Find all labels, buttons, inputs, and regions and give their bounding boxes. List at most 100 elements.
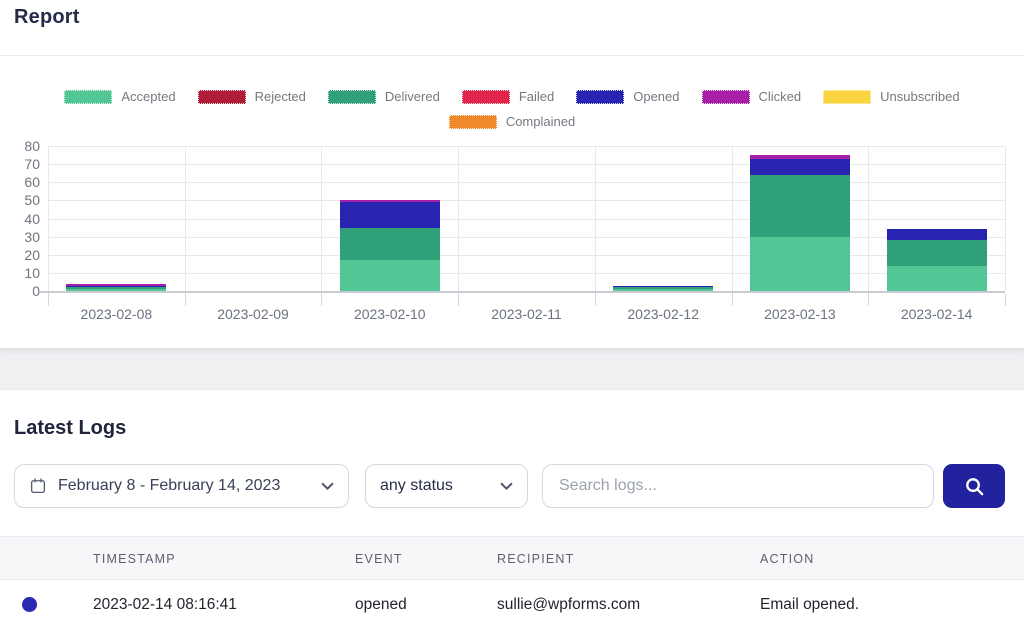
legend-label: Opened <box>633 89 680 104</box>
grid-line <box>48 182 1005 184</box>
legend-label: Accepted <box>121 89 176 104</box>
legend-label: Complained <box>505 114 576 129</box>
legend-swatch-icon <box>461 89 510 104</box>
legend-swatch-icon <box>701 89 750 104</box>
y-axis-label: 70 <box>24 156 40 173</box>
grid-line <box>48 254 1005 256</box>
x-axis-label: 2023-02-12 <box>627 306 699 322</box>
bar-segment-opened[interactable] <box>749 158 850 175</box>
search-input[interactable] <box>542 464 934 508</box>
y-axis-label: 50 <box>24 192 40 209</box>
legend-label: Delivered <box>384 89 440 104</box>
bar-segment-delivered[interactable] <box>613 287 714 290</box>
bar-segment-clicked[interactable] <box>749 155 850 159</box>
legend-item-rejected[interactable]: Rejected <box>197 89 306 104</box>
grid-line <box>458 146 460 291</box>
y-axis-label: 10 <box>24 264 40 281</box>
calendar-icon <box>29 477 47 495</box>
log-event: opened <box>355 596 407 613</box>
legend-item-complained[interactable]: Complained <box>448 114 576 129</box>
log-row[interactable]: 2023-02-14 08:16:41 opened sullie@wpform… <box>0 581 1024 629</box>
legend-swatch-icon <box>197 89 246 104</box>
legend-item-accepted[interactable]: Accepted <box>64 89 176 104</box>
chart-legend-row-2: Complained <box>0 114 1024 129</box>
legend-swatch-icon <box>64 89 113 104</box>
legend-label: Rejected <box>254 89 306 104</box>
grid-line <box>321 146 323 291</box>
grid-line <box>1005 146 1006 291</box>
status-filter-select[interactable]: any status <box>365 464 528 508</box>
x-axis-label: 2023-02-10 <box>353 306 426 322</box>
legend-item-clicked[interactable]: Clicked <box>701 89 802 104</box>
grid-line <box>48 272 1005 274</box>
y-axis-label: 30 <box>24 228 40 245</box>
bar-segment-accepted[interactable] <box>66 289 167 291</box>
bar-segment-clicked[interactable] <box>66 283 167 286</box>
legend-label: Unsubscribed <box>880 89 960 104</box>
grid-line <box>731 146 733 291</box>
axis-tick <box>731 293 733 306</box>
bar-segment-opened[interactable] <box>339 202 440 228</box>
bar-segment-accepted[interactable] <box>613 289 714 291</box>
column-header-event: EVENT <box>355 552 403 566</box>
axis-tick <box>1005 293 1006 306</box>
bar-segment-accepted[interactable] <box>339 260 440 291</box>
chart-legend-row-1: Accepted Rejected Delivered Failed Opened Cli… <box>0 89 1024 104</box>
axis-tick <box>48 293 49 306</box>
legend-swatch-icon <box>448 114 497 129</box>
log-action: Email opened. <box>760 596 860 613</box>
log-timestamp: 2023-02-14 08:16:41 <box>93 596 237 613</box>
legend-item-delivered[interactable]: Delivered <box>327 89 440 104</box>
column-header-recipient: RECIPIENT <box>497 552 575 566</box>
report-chart-card: Accepted Rejected Delivered Failed Opened Cli… <box>0 55 1024 348</box>
grid-line <box>48 200 1005 202</box>
date-range-label: February 8 - February 14, 2023 <box>58 477 281 494</box>
chevron-down-icon <box>321 482 334 491</box>
grid-line <box>594 146 596 291</box>
grid-line <box>48 146 49 291</box>
bar-segment-delivered[interactable] <box>749 175 850 237</box>
search-button[interactable] <box>943 464 1005 508</box>
bar-segment-opened[interactable] <box>613 285 714 288</box>
bar-segment-delivered[interactable] <box>66 287 167 290</box>
axis-tick <box>868 293 870 306</box>
status-dot-icon <box>22 597 37 612</box>
bar-segment-clicked[interactable] <box>339 200 440 203</box>
legend-label: Clicked <box>758 89 802 104</box>
bar-segment-accepted[interactable] <box>749 236 850 291</box>
date-range-picker[interactable]: February 8 - February 14, 2023 <box>14 464 349 508</box>
column-header-timestamp: TIMESTAMP <box>93 552 176 566</box>
legend-item-failed[interactable]: Failed <box>461 89 554 104</box>
axis-tick <box>594 293 596 306</box>
axis-tick <box>321 293 323 306</box>
bar-segment-opened[interactable] <box>66 285 167 288</box>
x-axis-label: 2023-02-14 <box>900 306 973 322</box>
bar-segment-opened[interactable] <box>886 229 987 241</box>
legend-swatch-icon <box>327 89 376 104</box>
bar-segment-accepted[interactable] <box>886 265 987 291</box>
legend-item-unsubscribed[interactable]: Unsubscribed <box>823 89 960 104</box>
logs-table-header: TIMESTAMP EVENT RECIPIENT ACTION <box>0 536 1024 580</box>
legend-swatch-icon <box>823 89 872 104</box>
logs-title: Latest Logs <box>14 417 127 439</box>
grid-line <box>48 146 1005 147</box>
x-axis-line <box>39 291 1005 293</box>
legend-swatch-icon <box>576 89 625 104</box>
y-axis-label: 20 <box>24 246 40 263</box>
search-icon <box>963 475 986 498</box>
page-title: Report <box>14 6 80 28</box>
grid-line <box>184 146 186 291</box>
log-recipient: sullie@wpforms.com <box>497 596 641 613</box>
x-axis-label: 2023-02-09 <box>217 306 289 322</box>
legend-item-opened[interactable]: Opened <box>576 89 680 104</box>
y-axis-label: 80 <box>24 138 40 154</box>
x-axis-label: 2023-02-13 <box>764 306 836 322</box>
x-axis-label: 2023-02-08 <box>80 306 153 322</box>
chevron-down-icon <box>500 482 513 491</box>
grid-line <box>48 164 1005 166</box>
bar-segment-delivered[interactable] <box>339 227 440 261</box>
bar-segment-delivered[interactable] <box>886 240 987 266</box>
column-header-action: ACTION <box>760 552 815 566</box>
y-axis-label: 0 <box>32 283 40 299</box>
axis-tick <box>458 293 460 306</box>
